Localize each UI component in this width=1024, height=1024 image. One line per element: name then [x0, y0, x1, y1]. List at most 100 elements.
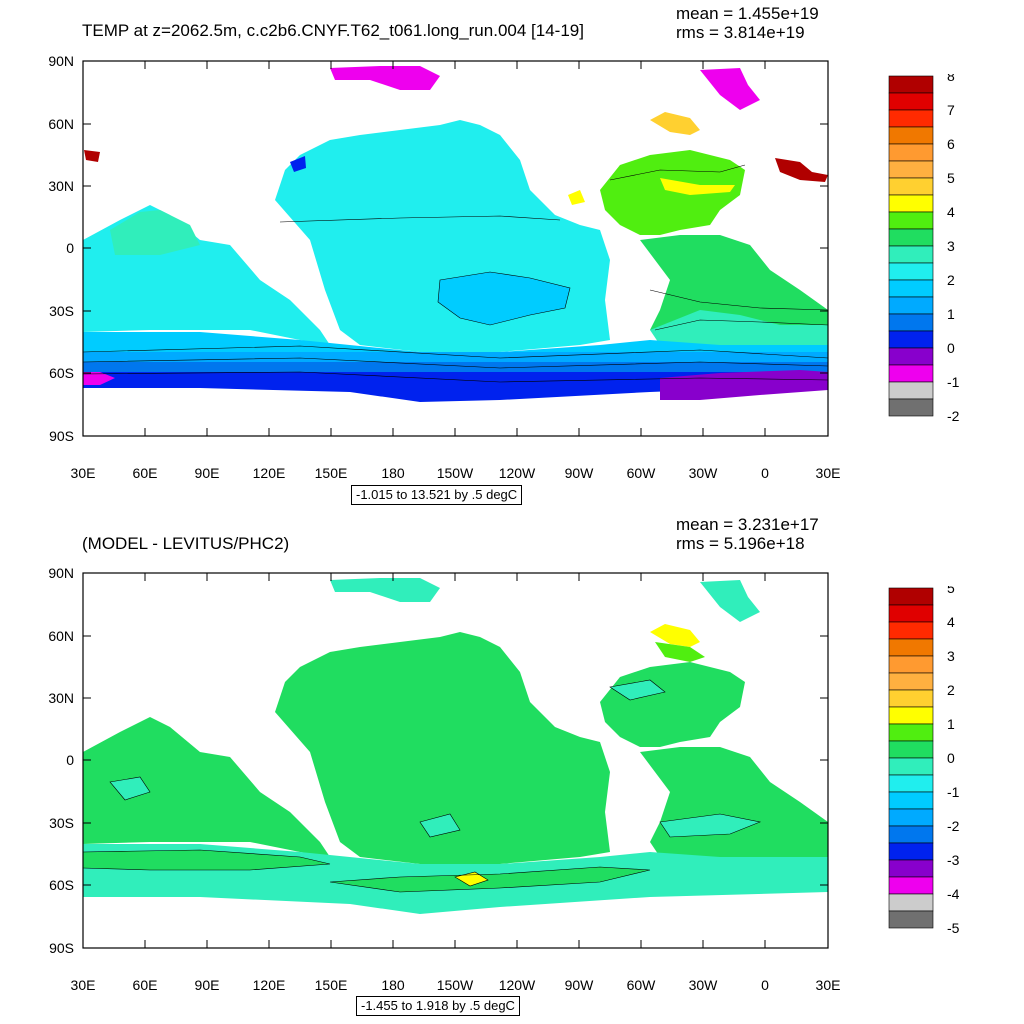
- panel2-lat-60s: 60S: [49, 877, 74, 893]
- panel1-lon-7: 120W: [499, 465, 536, 481]
- panel1-ticks: [82, 61, 829, 436]
- colorbar-label: 3: [947, 648, 955, 664]
- colorbar-box: [888, 143, 934, 162]
- panel1-colorbar-labels: 8 7 6 5 4 3 2 1 0 -1 -2: [947, 74, 960, 424]
- panel2-arctic2: [700, 580, 760, 622]
- colorbar-box: [888, 893, 934, 912]
- panel1-lon-9: 60W: [627, 465, 657, 481]
- colorbar-box: [888, 876, 934, 895]
- panel2-indian: [83, 717, 330, 857]
- colorbar-label: 7: [947, 102, 955, 118]
- panel2-lon-12: 30E: [816, 977, 841, 993]
- panel1-lat-30s: 30S: [49, 303, 74, 319]
- panel2-title: (MODEL - LEVITUS/PHC2): [82, 534, 290, 553]
- panel1-indian-north: [110, 210, 200, 255]
- panel2-lon-0: 30E: [71, 977, 96, 993]
- panel1-yellow-spot: [568, 190, 585, 205]
- panel1-range-label: -1.015 to 13.521 by .5 degC: [351, 485, 523, 505]
- colorbar-label: 5: [947, 170, 955, 186]
- colorbar-box: [888, 723, 934, 742]
- panel1-plot: [82, 60, 829, 437]
- panel2-lon-6: 150W: [437, 977, 474, 993]
- colorbar-box: [888, 398, 934, 417]
- panel1-lon-4: 150E: [315, 465, 348, 481]
- panel2-lat-90n: 90N: [48, 565, 74, 581]
- colorbar-box: [888, 279, 934, 298]
- panel2-lon-3: 120E: [253, 977, 286, 993]
- panel2-lon-11: 0: [761, 977, 769, 993]
- colorbar-box: [888, 364, 934, 383]
- colorbar-label: 1: [947, 716, 955, 732]
- colorbar-box: [888, 910, 934, 929]
- panel1-lat-0: 0: [66, 240, 74, 256]
- panel1-pacific-blob: [438, 272, 570, 325]
- panel1-blue-spot: [290, 156, 306, 172]
- colorbar-box: [888, 160, 934, 179]
- colorbar-label: 4: [947, 204, 955, 220]
- colorbar-label: 5: [947, 586, 955, 596]
- panel1-lat-60s: 60S: [49, 365, 74, 381]
- colorbar-label: -4: [947, 886, 960, 902]
- colorbar-box: [888, 296, 934, 315]
- panel1-lon-11: 0: [761, 465, 769, 481]
- panel1-so-band1: [83, 332, 828, 358]
- colorbar-box: [888, 211, 934, 230]
- colorbar-box: [888, 587, 934, 606]
- panel1-lon-3: 120E: [253, 465, 286, 481]
- panel2-lat-0: 0: [66, 752, 74, 768]
- panel1-ocean-field: [83, 66, 828, 402]
- panel1-so-purple: [660, 370, 828, 400]
- panel1-lon-5: 180: [381, 465, 405, 481]
- panel2-plot: [82, 572, 829, 949]
- panel1-lon-10: 30W: [689, 465, 719, 481]
- colorbar-box: [888, 621, 934, 640]
- panel2-lon-7: 120W: [499, 977, 536, 993]
- panel2-ticks: [82, 573, 829, 948]
- panel1-atlantic-s2: [650, 310, 828, 345]
- panel1-natl-yellow2: [660, 178, 735, 195]
- colorbar-box: [888, 245, 934, 264]
- panel1-atlantic-south: [640, 235, 828, 340]
- panel2-range-label: -1.455 to 1.918 by .5 degC: [356, 996, 520, 1016]
- colorbar-label: -2: [947, 408, 960, 424]
- panel1-rms: rms = 3.814e+19: [676, 23, 805, 42]
- panel2-lon-labels: 30E 60E 90E 120E 150E 180 150W 120W 90W …: [71, 977, 841, 993]
- panel1-atlantic: [600, 150, 745, 235]
- panel2-patch1: [110, 777, 150, 800]
- panel1-lon-labels: 30E 60E 90E 120E 150E 180 150W 120W 90W …: [71, 465, 841, 481]
- panel1-lon-6: 150W: [437, 465, 474, 481]
- panel1-red-spot1: [84, 150, 100, 162]
- colorbar-label: -2: [947, 818, 960, 834]
- colorbar-label: 4: [947, 614, 955, 630]
- colorbar-box: [888, 808, 934, 827]
- panel2-arctic: [330, 578, 440, 602]
- panel1-colorbar: 8 7 6 5 4 3 2 1 0 -1 -2: [888, 74, 960, 424]
- panel2-lon-1: 60E: [133, 977, 158, 993]
- panel1-lon-2: 90E: [195, 465, 220, 481]
- panel2-ocean-field: [83, 578, 828, 914]
- colorbar-box: [888, 92, 934, 111]
- colorbar-box: [888, 842, 934, 861]
- panel1-colorbar-boxes: [888, 75, 934, 417]
- panel1-arctic: [330, 66, 440, 90]
- panel1-lon-0: 30E: [71, 465, 96, 481]
- panel2-lon-8: 90W: [565, 977, 595, 993]
- panel2-patch4: [660, 814, 760, 837]
- panel1-lat-60n: 60N: [48, 116, 74, 132]
- colorbar-box: [888, 126, 934, 145]
- colorbar-label: 2: [947, 682, 955, 698]
- colorbar-box: [888, 740, 934, 759]
- panel2-lat-60n: 60N: [48, 628, 74, 644]
- panel1-lon-8: 90W: [565, 465, 595, 481]
- panel2-lat-90s: 90S: [49, 940, 74, 956]
- panel2-lon-4: 150E: [315, 977, 348, 993]
- colorbar-box: [888, 689, 934, 708]
- panel2-lat-labels: 90N 60N 30N 0 30S 60S 90S: [48, 565, 74, 956]
- panel2-contours: [82, 679, 762, 893]
- colorbar-label: -5: [947, 920, 960, 936]
- panel1-map: 90N 60N 30N 0 30S 60S 90S 30E 60E 90E 12…: [48, 53, 841, 481]
- colorbar-box: [888, 381, 934, 400]
- colorbar-box: [888, 177, 934, 196]
- panel2-colorbar: 5 4 3 2 1 0 -1 -2 -3 -4 -5: [888, 586, 960, 936]
- panel2-patch2: [420, 814, 460, 837]
